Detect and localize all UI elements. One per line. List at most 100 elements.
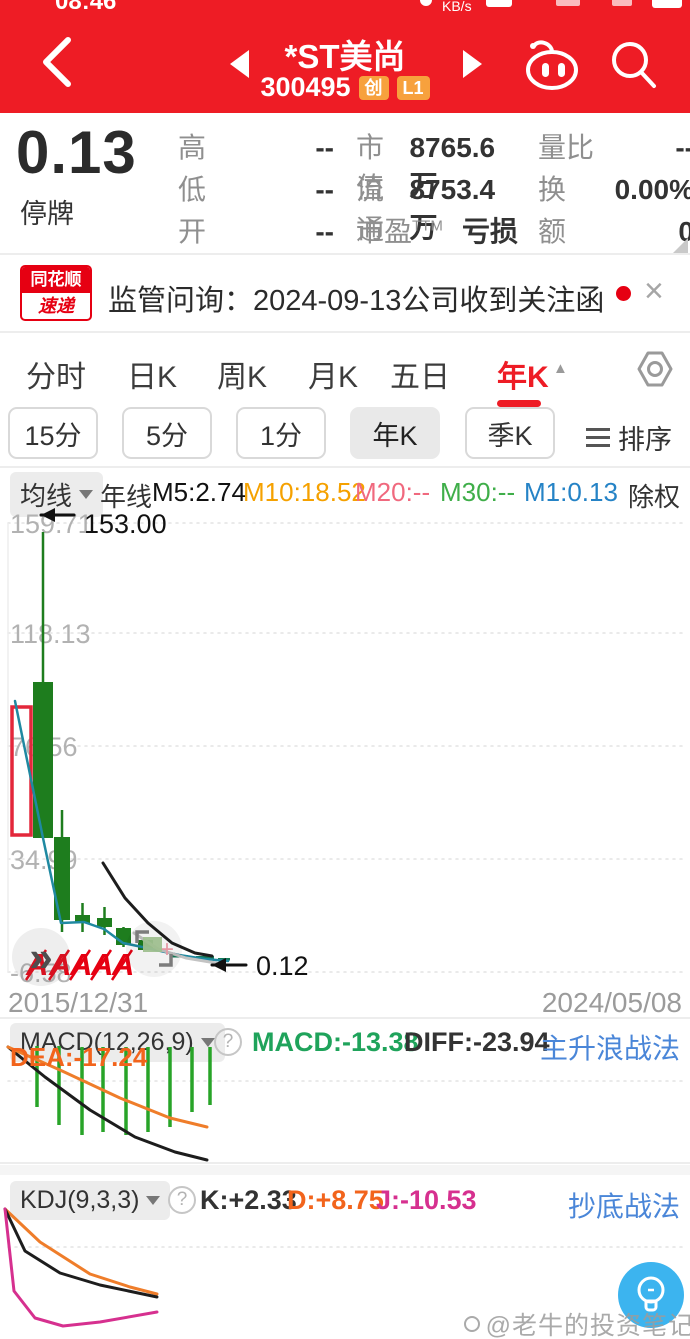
quote-row-high: 高 -- bbox=[178, 126, 334, 163]
more-tools-button[interactable]: » bbox=[12, 928, 70, 986]
status-dot-icon bbox=[420, 0, 432, 6]
exright-toggle[interactable]: 除权 bbox=[627, 482, 680, 512]
news-badge-bottom: 速递 bbox=[38, 296, 74, 316]
divider bbox=[0, 253, 690, 255]
high-value: -- bbox=[315, 132, 334, 163]
level-badge: L1 bbox=[396, 75, 430, 100]
float-value: 8753.4万 bbox=[409, 174, 496, 243]
svg-text:0.12: 0.12 bbox=[256, 951, 309, 981]
search-icon[interactable] bbox=[608, 38, 662, 94]
quote-row-turnover: 换 0.00% bbox=[538, 168, 690, 205]
ma-dropdown-label: 均线 bbox=[20, 481, 73, 511]
high-label: 高 bbox=[178, 132, 207, 163]
macd-chart[interactable] bbox=[0, 1042, 690, 1165]
ai-robot-icon[interactable] bbox=[516, 34, 584, 94]
quote-row-float: 流通 8753.4万 bbox=[356, 168, 518, 245]
last-price: 0.13 bbox=[16, 119, 137, 186]
svg-text:153.00: 153.00 bbox=[84, 509, 167, 539]
pe-label: 市盈TTM bbox=[356, 216, 443, 247]
watermark: @老牛的投资笔记 bbox=[463, 1306, 690, 1339]
low-value: -- bbox=[315, 174, 334, 205]
tab-yearly[interactable]: 年K bbox=[497, 361, 549, 394]
legend-annual: 年线 bbox=[100, 482, 153, 512]
legend-m1: M1:0.13 bbox=[524, 477, 618, 507]
quote-col-cap: 市值 8765.6万 流通 8753.4万 市盈TTM 亏损 bbox=[356, 126, 518, 247]
subtab-5min[interactable]: 5分 bbox=[122, 407, 212, 459]
quote-row-pe: 市盈TTM 亏损 bbox=[356, 210, 518, 247]
diff-value: DIFF:-23.94 bbox=[404, 1027, 550, 1057]
tab-dropdown-triangle-icon[interactable]: ▲ bbox=[553, 360, 568, 377]
panel-gap bbox=[0, 1165, 690, 1175]
mktcap-label: 市值 bbox=[356, 132, 385, 203]
chevron-down-icon bbox=[200, 1038, 215, 1054]
subtab-quarterly[interactable]: 季K bbox=[465, 407, 555, 459]
settings-gear-icon[interactable] bbox=[634, 348, 678, 392]
picture-in-picture-button[interactable] bbox=[126, 921, 182, 977]
pe-sup: TTM bbox=[412, 217, 443, 235]
help-icon[interactable]: ? bbox=[214, 1028, 242, 1056]
subtab-15min[interactable]: 15分 bbox=[8, 407, 98, 459]
tab-daily[interactable]: 日K bbox=[127, 361, 178, 394]
tab-weekly[interactable]: 周K bbox=[217, 361, 268, 394]
next-stock-icon[interactable] bbox=[463, 50, 482, 78]
mktcap-value: 8765.6万 bbox=[409, 132, 496, 201]
lightbulb-fab-button[interactable] bbox=[618, 1262, 684, 1328]
stock-code: 300495 bbox=[260, 72, 351, 102]
chevron-down-icon bbox=[79, 490, 94, 506]
news-badge-top: 同花顺 bbox=[22, 267, 90, 293]
kline-chart[interactable]: 159.71118.1376.5634.99-6.58AAAAA153.000.… bbox=[0, 505, 690, 985]
legend-m5: M5:2.74 bbox=[152, 477, 246, 507]
market-badge: 创 bbox=[358, 75, 389, 100]
float-label: 流通 bbox=[356, 174, 385, 245]
tab-fenshi[interactable]: 分时 bbox=[26, 361, 86, 394]
macd-strategy-link[interactable]: 主升浪战法 bbox=[539, 1033, 680, 1064]
macd-indicator-button[interactable]: MACD(12,26,9) bbox=[10, 1023, 225, 1062]
camera-icon bbox=[463, 1316, 480, 1332]
news-headline[interactable]: 监管问询：2024-09-13公司收到关注函 bbox=[108, 285, 605, 317]
sort-button[interactable]: 排序 bbox=[586, 418, 672, 457]
kdj-indicator-button[interactable]: KDJ(9,3,3) bbox=[10, 1181, 171, 1220]
app-header: 08:46 KB/s *ST美尚 300495 创 L1 bbox=[0, 0, 690, 113]
date-axis: 2015/12/31 2024/05/08 bbox=[0, 987, 690, 1019]
turnover-value: 0.00% bbox=[614, 174, 690, 205]
sort-label: 排序 bbox=[618, 425, 672, 455]
news-source-badge: 同花顺 速递 bbox=[20, 265, 92, 321]
divider bbox=[0, 331, 690, 333]
subtab-yearly[interactable]: 年K bbox=[350, 407, 440, 459]
svg-text:118.13: 118.13 bbox=[10, 619, 91, 649]
subtab-1min[interactable]: 1分 bbox=[236, 407, 326, 459]
help-icon[interactable]: ? bbox=[168, 1186, 196, 1214]
legend-m30: M30:-- bbox=[440, 477, 516, 507]
back-icon[interactable] bbox=[36, 32, 80, 92]
kdj-chart[interactable] bbox=[0, 1205, 690, 1339]
k-value: K:+2.33 bbox=[200, 1185, 297, 1215]
kdj-strategy-link[interactable]: 抄底战法 bbox=[567, 1191, 680, 1222]
status-net-speed: KB/s bbox=[442, 0, 472, 14]
close-icon[interactable]: × bbox=[644, 272, 664, 310]
quote-row-volratio: 量比 -- bbox=[538, 126, 690, 163]
pe-value: 亏损 bbox=[461, 216, 518, 247]
tab-monthly[interactable]: 月K bbox=[308, 361, 359, 394]
active-tab-underline bbox=[497, 400, 541, 407]
stock-sub-row: 300495 创 L1 bbox=[0, 72, 690, 103]
status-time: 08:46 bbox=[55, 0, 117, 15]
open-value: -- bbox=[315, 216, 334, 247]
tab-5day[interactable]: 五日 bbox=[390, 361, 450, 394]
stock-title: *ST美尚 bbox=[284, 38, 406, 75]
j-value: J:-10.53 bbox=[376, 1185, 477, 1215]
divider bbox=[0, 1017, 690, 1019]
amount-value: 0 bbox=[678, 216, 690, 247]
sort-icon bbox=[586, 423, 610, 452]
legend-m10: M10:18.52 bbox=[243, 477, 366, 507]
quote-row-open: 开 -- bbox=[178, 210, 334, 247]
divider bbox=[0, 466, 690, 468]
dea-value: DEA:-17.24 bbox=[10, 1042, 148, 1072]
amount-label: 额 bbox=[538, 216, 567, 247]
open-label: 开 bbox=[178, 216, 207, 247]
quote-expand-corner[interactable] bbox=[672, 238, 688, 254]
quote-row-mktcap: 市值 8765.6万 bbox=[356, 126, 518, 203]
quote-row-low: 低 -- bbox=[178, 168, 334, 205]
ma-dropdown-button[interactable]: 均线 bbox=[10, 472, 104, 517]
watermark-text: @老牛的投资笔记 bbox=[485, 1312, 690, 1339]
prev-stock-icon[interactable] bbox=[230, 50, 249, 78]
